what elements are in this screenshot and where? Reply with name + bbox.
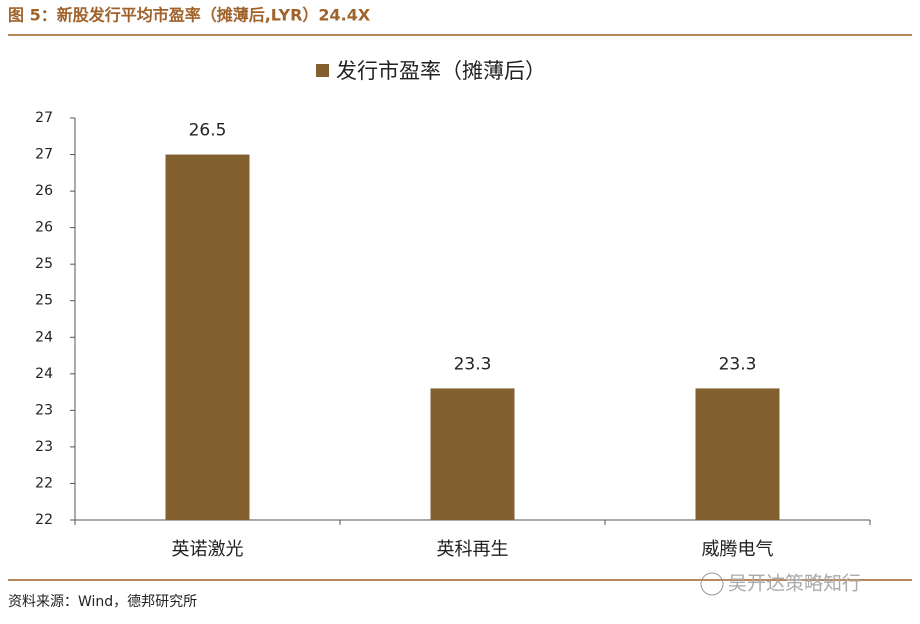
y-tick-label: 24 — [35, 329, 53, 345]
watermark: 吴开达策略知行 — [728, 573, 861, 595]
y-tick-label: 27 — [35, 110, 53, 126]
y-tick-label: 25 — [35, 293, 53, 309]
y-tick-label: 23 — [35, 439, 53, 455]
figure-title: 图 5：新股发行平均市盈率（摊薄后,LYR）24.4X — [8, 6, 371, 25]
y-tick-label: 26 — [35, 183, 53, 199]
bar — [430, 388, 515, 520]
x-tick-label: 英诺激光 — [172, 539, 244, 560]
y-tick-label: 25 — [35, 256, 53, 272]
data-label: 23.3 — [454, 354, 492, 374]
legend-label: 发行市盈率（摊薄后） — [336, 59, 546, 83]
legend-swatch — [316, 64, 329, 77]
y-tick-label: 27 — [35, 147, 53, 163]
source-note: 资料来源：Wind，德邦研究所 — [8, 594, 197, 610]
y-tick-label: 22 — [35, 475, 53, 491]
data-label: 26.5 — [189, 121, 227, 141]
watermark-icon — [700, 572, 724, 596]
y-tick-label: 23 — [35, 402, 53, 418]
bar — [695, 388, 780, 520]
y-tick-label: 26 — [35, 220, 53, 236]
bar — [165, 154, 250, 520]
x-tick-label: 威腾电气 — [702, 539, 774, 560]
data-label: 23.3 — [719, 354, 757, 374]
y-tick-label: 22 — [35, 512, 53, 528]
x-tick-label: 英科再生 — [437, 539, 509, 560]
y-tick-label: 24 — [35, 366, 53, 382]
